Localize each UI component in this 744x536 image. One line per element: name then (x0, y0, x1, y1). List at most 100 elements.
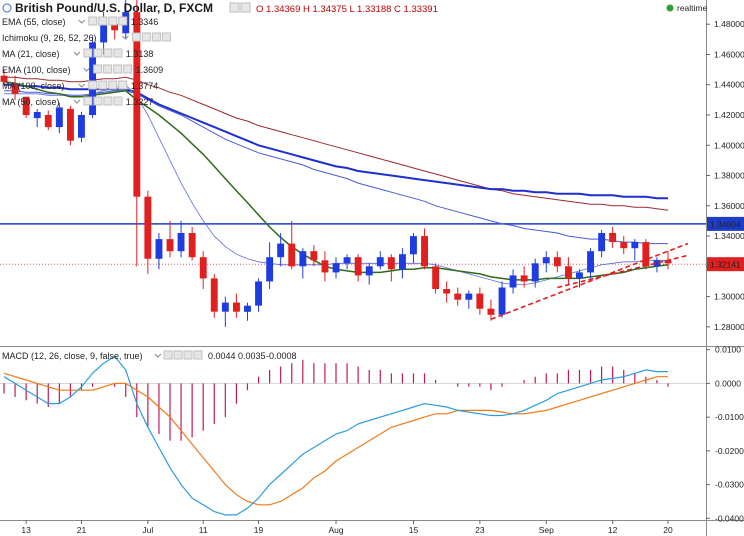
indicator-tool-icon[interactable] (98, 16, 108, 26)
candle-body (67, 108, 74, 141)
candle-body (288, 243, 296, 267)
indicator-tool-icon[interactable] (83, 48, 93, 58)
candle-body (233, 302, 240, 312)
indicator-tool-icon[interactable] (113, 48, 123, 58)
time-tick-label: 20 (663, 525, 673, 535)
candle-body (255, 281, 262, 306)
candle-body (199, 257, 207, 279)
indicator-name: EMA (55, close) (2, 17, 66, 27)
candle-body (22, 96, 30, 115)
macd-tick-label: -0.0300 (715, 480, 744, 490)
indicator-value: 1.3138 (126, 49, 154, 59)
candle-body (332, 263, 340, 273)
price-tick-label: 1.38000 (714, 171, 744, 181)
resistance-price-marker: 1.34804 (707, 216, 744, 231)
price-tick-label: 1.40000 (714, 140, 744, 150)
indicator-tool-icon[interactable] (93, 48, 103, 58)
candle-body (244, 305, 251, 312)
indicator-name: MA (50, close) (2, 97, 60, 107)
ohlc-values: O 1.34369 H 1.34375 L 1.33188 C 1.33391 (256, 4, 438, 15)
macd-tool-icon[interactable] (183, 350, 193, 360)
candle-body (144, 196, 152, 259)
ema100-line (4, 76, 669, 211)
macd-tool-icon[interactable] (193, 350, 203, 360)
macd-legend[interactable]: MACD (12, 26, close, 9, false, true) 0.00… (2, 350, 297, 361)
candle-body (44, 115, 52, 128)
time-tick-label: Jul (142, 525, 153, 535)
chevron-down-icon[interactable] (122, 35, 129, 40)
chevron-down-icon[interactable] (154, 353, 162, 358)
macd-tick-label: 0.0000 (715, 378, 741, 388)
indicator-tool-icon[interactable] (98, 80, 108, 90)
candle-body (664, 260, 672, 264)
chevron-down-icon[interactable] (78, 83, 86, 88)
time-tick-label: 12 (608, 525, 618, 535)
macd-tool-icon[interactable] (163, 350, 173, 360)
resistance-price-marker-bg (707, 216, 744, 231)
indicator-legend-row[interactable]: MA (21, close) 1.3138 (2, 48, 154, 59)
indicator-tool-icon[interactable] (83, 96, 93, 106)
last-price-marker-text: 1.32141 (710, 260, 741, 270)
candle-body (354, 257, 362, 276)
candle-body (531, 263, 539, 282)
candle-body (266, 257, 274, 282)
indicator-tool-icon[interactable] (118, 80, 128, 90)
candle-body (465, 293, 473, 300)
indicator-name: Ichimoku (9, 26, 52, 26) (2, 33, 97, 43)
indicator-tool-icon[interactable] (161, 32, 171, 42)
indicator-tool-icon[interactable] (103, 96, 113, 106)
indicator-legend-row[interactable]: EMA (55, close) 1.3346 (2, 16, 158, 27)
price-tick-label: 1.30000 (714, 292, 744, 302)
indicator-tool-icon[interactable] (113, 96, 123, 106)
indicator-tool-icon[interactable] (108, 16, 118, 26)
indicator-tool-icon[interactable] (151, 32, 161, 42)
indicator-tool-icon[interactable] (113, 64, 123, 74)
indicator-tool-icon[interactable] (88, 80, 98, 90)
support-trendline[interactable] (490, 242, 689, 321)
indicator-legend-row[interactable]: MA (100, close) 1.3774 (2, 80, 158, 91)
chevron-down-icon[interactable] (78, 19, 86, 24)
indicator-name: EMA (100, close) (2, 65, 71, 75)
symbol-icon[interactable] (2, 3, 12, 13)
macd-signal-line (3, 372, 668, 506)
indicator-tool-icon[interactable] (93, 96, 103, 106)
indicator-tool-icon[interactable] (141, 32, 151, 42)
indicator-tool-icon[interactable] (108, 80, 118, 90)
indicator-legend-row[interactable]: MA (50, close) 1.3227 (2, 96, 153, 107)
chevron-down-icon[interactable] (73, 99, 81, 104)
realtime-dot-icon (666, 4, 674, 12)
time-tick-label: 21 (77, 525, 87, 535)
indicator-name: MA (21, close) (2, 49, 60, 59)
candle-body (221, 302, 229, 312)
candle-body (11, 84, 19, 94)
candle-body (399, 254, 406, 270)
macd-name: MACD (12, 26, close, 9, false, true) (2, 351, 143, 361)
indicator-value: 1.3609 (136, 65, 164, 75)
indicator-tool-icon[interactable] (103, 64, 113, 74)
candle-body (609, 233, 617, 243)
indicator-tool-icon[interactable] (131, 32, 141, 42)
indicator-legend-row[interactable]: Ichimoku (9, 26, 52, 26) (2, 32, 171, 43)
candle-body (299, 251, 307, 267)
indicator-tool-icon[interactable] (118, 16, 128, 26)
candle-body (443, 289, 451, 294)
settings-icon[interactable] (240, 2, 251, 13)
time-tick-label: 15 (409, 525, 419, 535)
indicator-tool-icon[interactable] (88, 16, 98, 26)
indicator-tool-icon[interactable] (123, 64, 133, 74)
candle-body (476, 293, 484, 309)
candle-body (509, 275, 517, 288)
macd-tool-icon[interactable] (173, 350, 183, 360)
resistance-price-marker-text: 1.34804 (710, 219, 741, 229)
macd-tick-label: -0.0200 (715, 446, 744, 456)
support-trendline-2[interactable] (557, 254, 689, 289)
indicator-legend-row[interactable]: EMA (100, close) 1.3609 (2, 64, 164, 75)
candle-body (421, 236, 428, 267)
chevron-down-icon[interactable] (73, 51, 81, 56)
eye-icon[interactable] (229, 2, 240, 13)
indicator-tool-icon[interactable] (93, 64, 103, 74)
candle-body (133, 12, 141, 197)
chevron-down-icon[interactable] (83, 67, 90, 72)
indicator-tool-icon[interactable] (103, 48, 113, 58)
